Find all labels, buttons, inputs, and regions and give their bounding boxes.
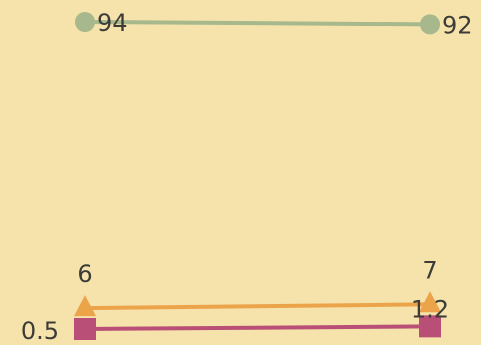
series-2-marker-1 — [74, 295, 96, 317]
series-3-line — [84, 324, 431, 331]
series-3-marker-2 — [419, 315, 441, 338]
series-1-marker-2 — [420, 14, 440, 35]
series-2-line — [84, 302, 431, 311]
series-2-marker-2 — [419, 291, 441, 313]
series-1-line — [84, 20, 431, 27]
series-1-label-1: 94 — [97, 9, 128, 37]
series-3-label-2: 1.2 — [411, 295, 449, 323]
series-1-marker-1 — [75, 12, 95, 32]
series-2-label-1: 6 — [77, 260, 92, 288]
series-1-label-2: 92 — [442, 11, 473, 39]
series-3-label-1: 0.5 — [21, 317, 59, 345]
series-2-label-2: 7 — [422, 256, 437, 284]
series-3-marker-1 — [74, 318, 96, 340]
